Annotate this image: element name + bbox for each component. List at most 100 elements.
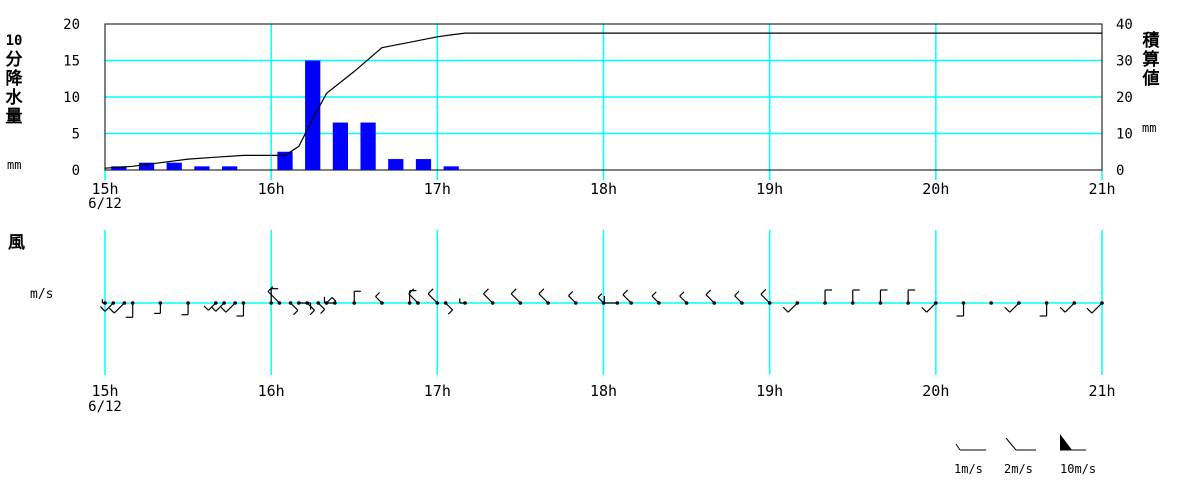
rain-bar (443, 166, 459, 170)
rain-bar (415, 159, 432, 170)
wind-barb-shaft (104, 302, 114, 312)
wind-barb-shaft (215, 302, 225, 312)
wind-barb-shaft (705, 294, 715, 304)
rain-right-unit: mm (1142, 121, 1157, 135)
legend-label: 1m/s (954, 462, 983, 476)
rain-right-axis-label: 積算値 (1140, 32, 1162, 89)
wind-barb-flag (220, 306, 227, 313)
wind-barb-shaft (510, 293, 521, 304)
rain-bar (277, 151, 293, 170)
wind-x-tick-label: 19h (756, 382, 783, 400)
rain-x-tick-label: 16h (258, 180, 285, 198)
cumulative-rain-line (104, 32, 1102, 169)
wind-barb-shaft (651, 295, 660, 304)
rain-left-title-char: 降 (5, 69, 23, 89)
wind-barb-shaft (760, 293, 771, 304)
rain-x-date-label: 6/12 (88, 196, 122, 212)
rain-bar (138, 162, 155, 170)
wind-barb-flag (1086, 307, 1093, 314)
legend-flag-10 (1060, 434, 1072, 450)
wind-barb-shaft (267, 291, 280, 304)
wind-barb-shaft (1091, 302, 1103, 314)
rain-right-title-char: 積 (1142, 31, 1160, 51)
wind-barb-shaft (734, 295, 743, 304)
rain-right-title-char: 算 (1142, 50, 1160, 70)
wind-barb-flag (447, 309, 453, 315)
wind-x-date-label: 6/12 (88, 399, 122, 415)
wind-barb-flag (510, 288, 517, 295)
legend-barb (955, 443, 961, 451)
legend-label: 10m/s (1060, 462, 1096, 476)
wind-barb-flag (210, 306, 217, 312)
rain-plot-frame (104, 23, 1103, 171)
wind-barb-shaft (317, 302, 326, 310)
wind-barb-flag (108, 307, 115, 314)
rain-left-axis-label: 10 分降水量 (3, 32, 25, 127)
wind-barb-flag (1059, 306, 1066, 313)
rain-left-tick-label: 10 (63, 90, 80, 106)
wind-barb-shaft (483, 293, 494, 304)
wind-barb-shaft (290, 302, 299, 311)
wind-barb-flag (679, 291, 685, 297)
wind-barb-flag (483, 288, 489, 295)
wind-barb-shaft (408, 293, 419, 304)
rain-left-title-digits: 10 (5, 33, 23, 49)
wind-barb-flag (375, 292, 381, 297)
rain-left-title-chars: 分降水量 (3, 51, 25, 127)
rain-bar (194, 166, 210, 170)
wind-x-tick-label: 20h (922, 382, 949, 400)
wind-barb-flag (293, 309, 299, 316)
rain-x-tick-label: 18h (590, 180, 617, 198)
wind-barb-flag (408, 288, 415, 295)
wind-barb-flag (309, 309, 315, 316)
rain-x-tick-label: 17h (424, 180, 451, 198)
wind-barb-flag (782, 306, 789, 313)
wind-barb-flag (734, 290, 740, 297)
wind-barb-shaft (113, 302, 125, 314)
rain-left-title-char: 水 (5, 88, 23, 108)
rain-right-tick-label: 10 (1116, 127, 1133, 143)
wind-barb-shaft (1009, 302, 1020, 313)
rain-right-tick-label: 40 (1116, 17, 1133, 33)
rain-bar (388, 159, 404, 170)
rain-right-title-char: 値 (1142, 69, 1160, 89)
wind-barb-shaft (622, 294, 632, 304)
wind-barb-shaft (445, 302, 453, 311)
rain-left-unit: mm (7, 158, 22, 172)
wind-barb-shaft (787, 302, 798, 313)
rain-bar (332, 122, 349, 170)
wind-barb-shaft (427, 293, 438, 304)
wind-barb-flag (427, 288, 434, 295)
rain-left-title-char: 量 (5, 107, 23, 127)
rain-right-tick-label: 0 (1116, 163, 1124, 179)
wind-barb-shaft (375, 296, 383, 304)
rain-bar (111, 166, 127, 170)
rain-x-tick-label: 19h (756, 180, 783, 198)
rain-x-tick-label: 15h (91, 180, 118, 198)
wind-barb-flag (331, 297, 337, 302)
wind-barb-shaft (207, 302, 217, 311)
rain-left-tick-label: 20 (63, 17, 80, 33)
rain-x-tick-label: 21h (1088, 180, 1115, 198)
rain-bar (222, 166, 238, 170)
legend-label: 2m/s (1004, 462, 1033, 476)
wind-x-tick-label: 21h (1088, 382, 1115, 400)
wind-barb-shaft (326, 297, 333, 304)
rain-bar (360, 122, 376, 170)
wind-station-dot (989, 301, 994, 305)
wind-barb-shaft (597, 297, 604, 304)
wind-barb-flag (99, 306, 106, 312)
wind-barb-flag (538, 288, 545, 295)
wind-barb-flag (267, 286, 274, 292)
wind-x-tick-label: 16h (258, 382, 285, 400)
wind-barb-flag (568, 290, 574, 297)
wind-barb-flag (651, 291, 657, 297)
wind-barb-flag (760, 289, 767, 295)
rain-left-tick-label: 15 (63, 54, 80, 70)
wind-x-tick-label: 17h (424, 382, 451, 400)
rain-left-tick-label: 0 (72, 163, 80, 179)
rain-right-tick-label: 30 (1116, 54, 1133, 70)
rain-x-tick-label: 20h (922, 180, 949, 198)
wind-barb-flag (705, 289, 712, 296)
